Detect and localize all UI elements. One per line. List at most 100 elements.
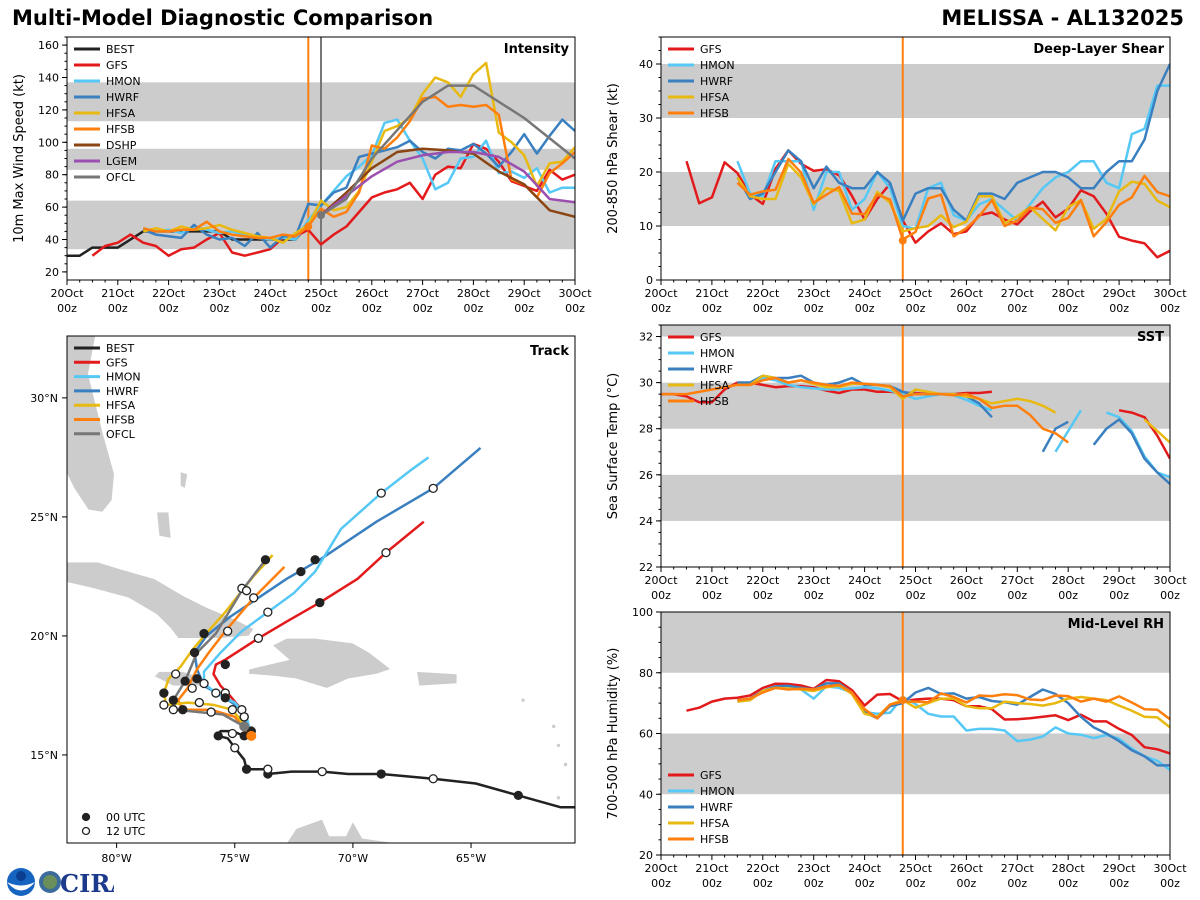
legend-label-hfsb: HFSB (700, 833, 729, 846)
series-line-hfsa (1143, 418, 1170, 444)
legend-label-hfsa: HFSA (106, 107, 136, 120)
track-point-12utc (428, 483, 438, 493)
y-tick-label: 24 (639, 515, 653, 528)
lon-tick-label: 70°W (338, 852, 368, 865)
y-tick-label: 120 (38, 104, 59, 117)
x-tick-label: 27Oct (406, 287, 440, 300)
track-line-best (216, 726, 575, 809)
logo: CIRA (4, 866, 114, 898)
track-point-00utc (180, 676, 190, 686)
land-andros (156, 511, 172, 539)
series-line-hwrf (142, 118, 575, 249)
track-point-00utc (220, 659, 230, 670)
track-point-12utc (168, 705, 178, 715)
track-point-12utc (263, 607, 273, 617)
series-line-gfs (1118, 409, 1170, 460)
x-tick-sublabel: 00z (1160, 877, 1180, 890)
init-marker (304, 222, 313, 231)
track-point-12utc (159, 700, 169, 710)
x-tick-sublabel: 00z (855, 302, 875, 315)
x-tick-label: 29Oct (1103, 287, 1137, 300)
x-tick-sublabel: 00z (1058, 589, 1078, 602)
legend: GFS HMON HWRF HFSA HFSB (668, 331, 735, 408)
track-point-00utc (260, 555, 271, 565)
x-tick-sublabel: 00z (855, 877, 875, 890)
x-tick-label: 21Oct (695, 574, 729, 587)
x-tick-label: 21Oct (695, 287, 729, 300)
x-tick-sublabel: 00z (753, 302, 773, 315)
legend: GFS HMON HWRF HFSA HFSB (668, 43, 735, 120)
legend: BEST GFS HMON HWRF HFSA HFSB DSHP LGEM OFCL (74, 43, 141, 184)
panel-title: Deep-Layer Shear (1033, 42, 1164, 57)
x-tick-sublabel: 00z (804, 877, 824, 890)
y-tick-label: 40 (45, 234, 59, 247)
legend-label-gfs: GFS (106, 356, 128, 369)
x-tick-sublabel: 00z (1160, 589, 1180, 602)
panel-title: Mid-Level RH (1068, 617, 1164, 632)
track-point-12utc (227, 705, 238, 715)
x-tick-sublabel: 00z (514, 302, 534, 315)
y-tick-label: 80 (639, 667, 653, 680)
panel-sst: 22 24 26 28 30 32 20Oct 00z 21Oct 00z 22Oct 00z 23Oc… (606, 324, 1187, 602)
x-tick-label: 23Oct (797, 862, 831, 875)
y-tick-label: 0 (646, 274, 653, 287)
x-tick-label: 25Oct (899, 287, 933, 300)
track-point-12utc (253, 633, 264, 643)
track-ofcl-marker (239, 721, 250, 732)
legend-label-hmon: HMON (700, 347, 735, 360)
land-lesser-antilles (556, 743, 561, 748)
track-point-12utc (211, 688, 221, 698)
legend-label-hfsb: HFSB (106, 123, 135, 136)
x-tick-sublabel: 00z (1007, 589, 1027, 602)
track-point-00utc (315, 597, 325, 608)
x-tick-label: 26Oct (950, 862, 984, 875)
legend-label-best: BEST (106, 43, 134, 56)
main-title: Multi-Model Diagnostic Comparison (12, 6, 434, 30)
x-tick-sublabel: 00z (906, 302, 926, 315)
track-point-00utc (178, 705, 188, 715)
x-tick-label: 20Oct (644, 287, 678, 300)
x-tick-sublabel: 00z (1109, 302, 1129, 315)
x-tick-sublabel: 00z (159, 302, 179, 315)
legend-label-hfsa: HFSA (106, 399, 136, 412)
panel-track: 15°N 20°N 25°N 30°N 80°W 75°W 70°W 65°W Track BES… (30, 335, 576, 865)
x-tick-sublabel: 00z (362, 302, 382, 315)
track-point-00utc (199, 628, 209, 639)
x-tick-label: 23Oct (203, 287, 237, 300)
track-point-00utc (168, 695, 178, 705)
y-tick-label: 140 (38, 72, 59, 85)
legend-label-hmon: HMON (106, 75, 141, 88)
x-tick-label: 25Oct (899, 862, 933, 875)
noaa-logo-icon (7, 868, 35, 896)
y-tick-label: 10 (639, 220, 653, 233)
x-tick-sublabel: 00z (651, 589, 671, 602)
legend-label-best: BEST (106, 342, 134, 355)
legend-label-hmon: HMON (700, 59, 735, 72)
legend-label-gfs: GFS (700, 331, 722, 344)
x-tick-label: 23Oct (797, 287, 831, 300)
x-tick-sublabel: 00z (1058, 302, 1078, 315)
y-tick-label: 30 (639, 112, 653, 125)
track-point-12utc (171, 669, 181, 679)
land-lesser-antilles (563, 762, 568, 767)
y-axis-label: 700-500 hPa Humidity (%) (606, 648, 621, 820)
shaded-band (661, 172, 1170, 226)
track-point-12utc (194, 697, 204, 708)
x-tick-sublabel: 00z (108, 302, 128, 315)
x-tick-label: 27Oct (1001, 574, 1035, 587)
y-tick-label: 60 (45, 201, 59, 214)
series-line-hfsb (736, 157, 1170, 241)
x-tick-label: 28Oct (457, 287, 491, 300)
series-line-hfsb (142, 95, 575, 240)
series-line-hwrf (736, 63, 1170, 222)
track-point-00utc (159, 688, 169, 698)
y-tick-label: 100 (632, 606, 653, 619)
series-line-lgem (320, 150, 575, 217)
panel-title: Intensity (504, 42, 570, 57)
x-tick-sublabel: 00z (565, 302, 585, 315)
init-marker (898, 236, 907, 245)
land-abaco (180, 471, 188, 489)
x-tick-label: 25Oct (899, 574, 933, 587)
track-point-00utc (192, 674, 202, 684)
